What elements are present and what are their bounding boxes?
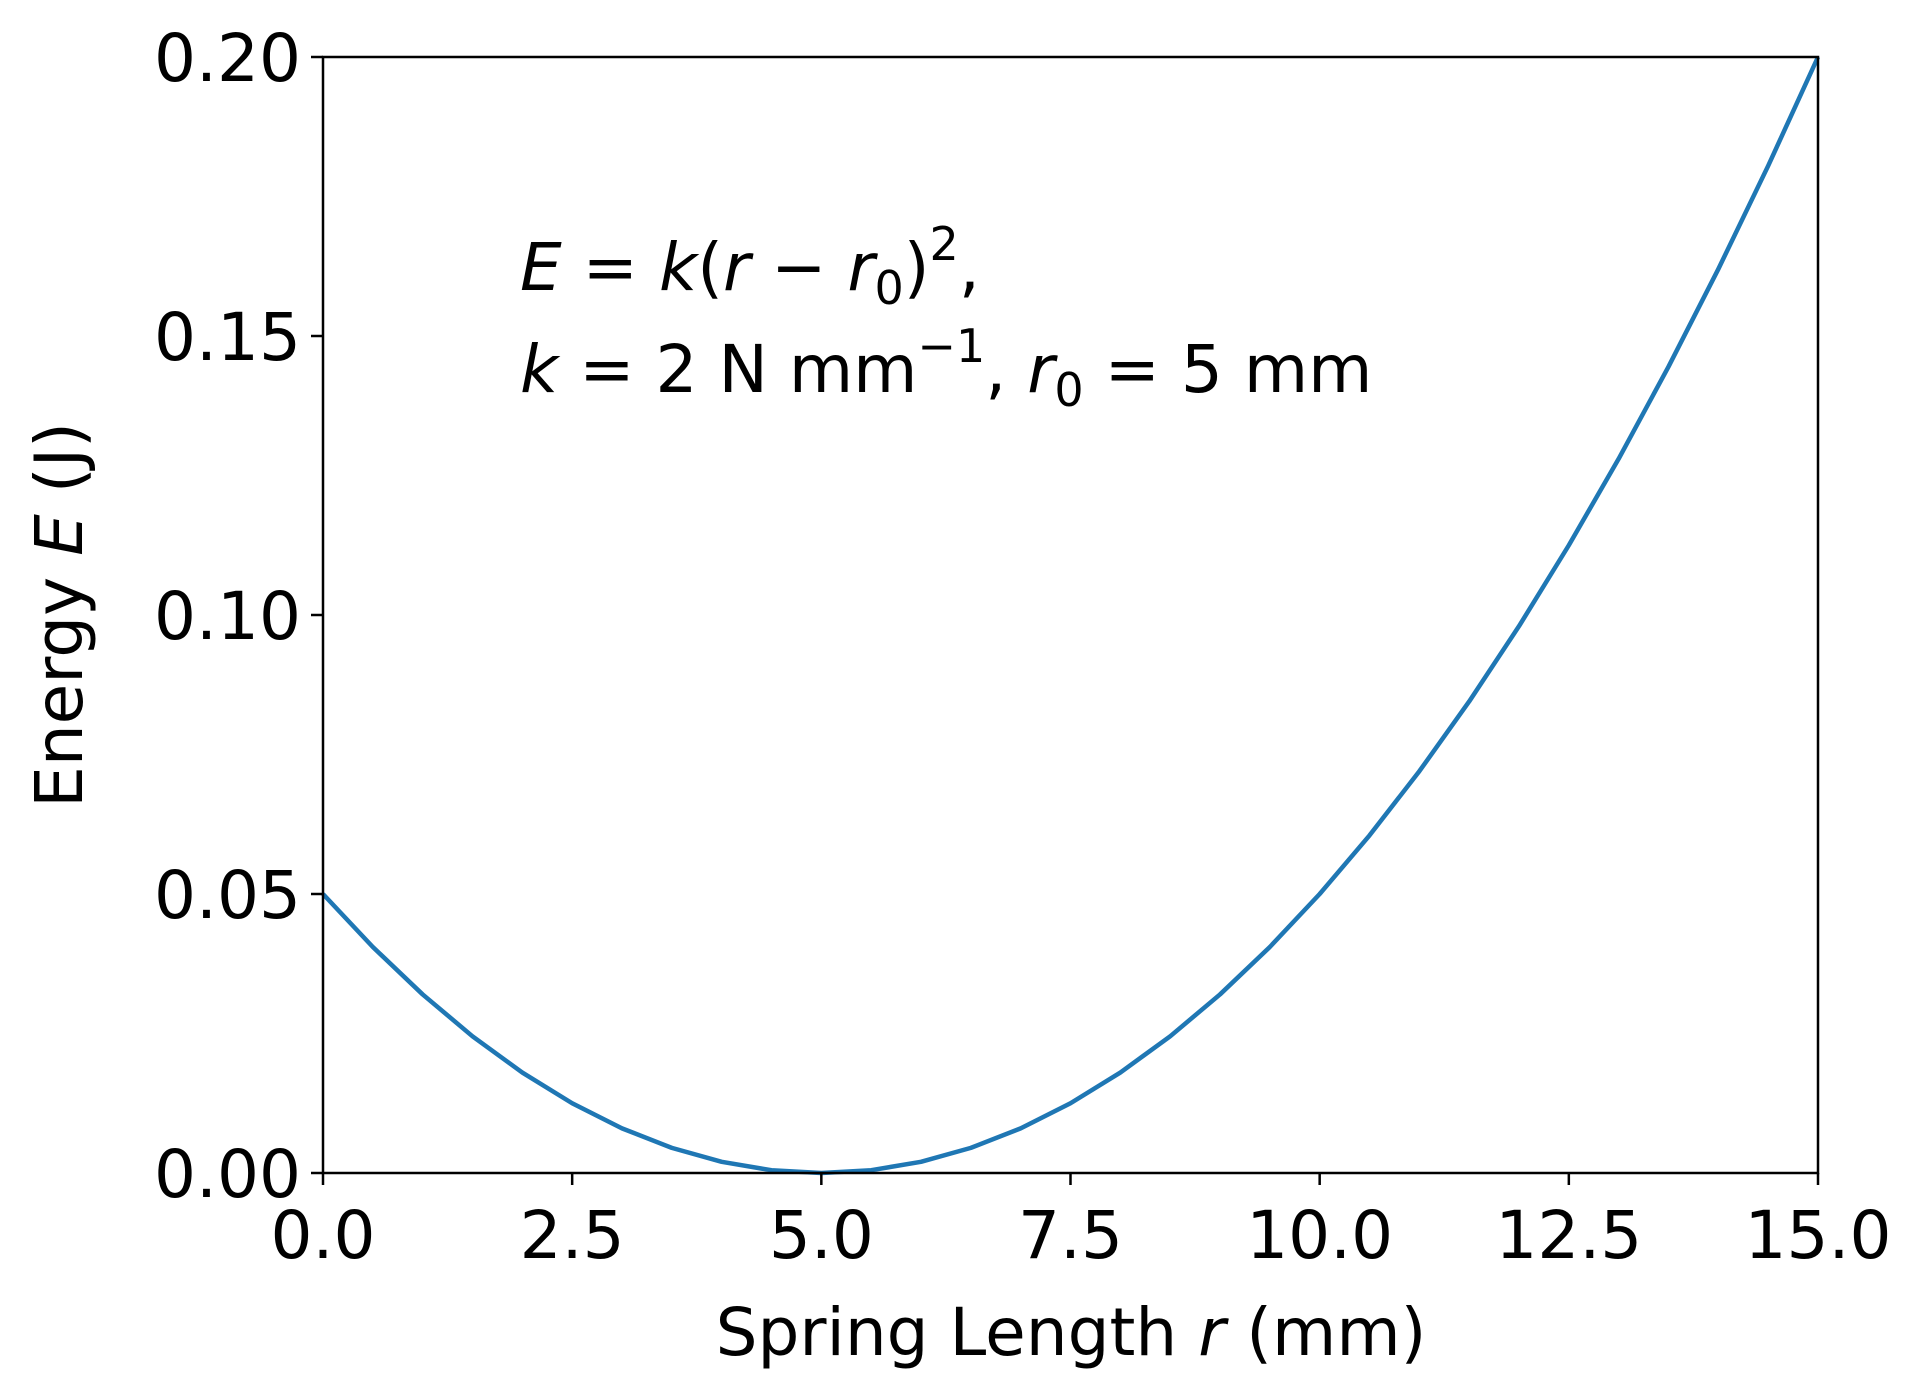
y-tick-label: 0.05 [154,857,301,934]
x-tick-label: 5.0 [769,1197,874,1274]
y-axis-ticks: 0.00 0.05 0.10 0.15 0.20 [154,20,323,1213]
x-tick-label: 12.5 [1495,1197,1642,1274]
series-line-1 [321,56,1821,1176]
x-tick-label: 7.5 [1018,1197,1123,1274]
x-tick-label: 15.0 [1745,1197,1892,1274]
x-tick-label: 0.0 [271,1197,376,1274]
y-tick-label: 0.10 [154,578,301,655]
y-tick-label: 0.20 [154,20,301,97]
x-tick-label: 2.5 [520,1197,625,1274]
annotation-equation: E = k(r − r0)2, [520,217,980,315]
y-axis-label: Energy E (J) [21,422,98,808]
x-axis-label: Spring Length r (mm) [716,1294,1427,1371]
x-axis-ticks: 0.0 2.5 5.0 7.5 10.0 12.5 15.0 [271,1173,1892,1274]
plot-area [321,55,1821,1176]
y-tick-label: 0.00 [154,1136,301,1213]
axes-frame [321,55,1820,1175]
annotation-parameters: k = 2 N mm−1, r0 = 5 mm [520,319,1372,417]
x-tick-label: 10.0 [1246,1197,1393,1274]
y-tick-label: 0.15 [154,299,301,376]
